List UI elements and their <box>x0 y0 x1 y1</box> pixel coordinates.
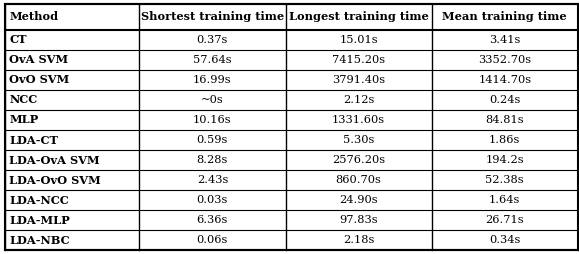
Text: LDA-MLP: LDA-MLP <box>9 215 70 226</box>
Text: 0.59s: 0.59s <box>197 135 228 145</box>
Text: 3352.70s: 3352.70s <box>478 55 532 65</box>
Text: NCC: NCC <box>9 94 38 105</box>
Text: LDA-NCC: LDA-NCC <box>9 195 69 205</box>
Text: Method: Method <box>9 11 58 22</box>
Text: 2576.20s: 2576.20s <box>332 155 385 165</box>
Text: 2.43s: 2.43s <box>197 175 228 185</box>
Text: 1.64s: 1.64s <box>489 195 521 205</box>
Text: 860.70s: 860.70s <box>336 175 382 185</box>
Text: 0.37s: 0.37s <box>197 35 228 45</box>
Text: Mean training time: Mean training time <box>442 11 567 22</box>
Text: 52.38s: 52.38s <box>485 175 524 185</box>
Text: 57.64s: 57.64s <box>193 55 232 65</box>
Text: LDA-OvO SVM: LDA-OvO SVM <box>9 174 101 186</box>
Text: 26.71s: 26.71s <box>485 215 524 225</box>
Text: OvO SVM: OvO SVM <box>9 74 69 85</box>
Text: 97.83s: 97.83s <box>339 215 378 225</box>
Text: 8.28s: 8.28s <box>197 155 228 165</box>
Text: 0.06s: 0.06s <box>197 235 228 245</box>
Text: 1.86s: 1.86s <box>489 135 521 145</box>
Text: ~0s: ~0s <box>201 95 224 105</box>
Text: 0.03s: 0.03s <box>197 195 228 205</box>
Text: CT: CT <box>9 34 27 45</box>
Text: OvA SVM: OvA SVM <box>9 54 68 65</box>
Text: 1331.60s: 1331.60s <box>332 115 385 125</box>
Text: 194.2s: 194.2s <box>485 155 524 165</box>
Text: LDA-CT: LDA-CT <box>9 135 58 146</box>
Text: 5.30s: 5.30s <box>343 135 374 145</box>
Text: 3.41s: 3.41s <box>489 35 521 45</box>
Text: 16.99s: 16.99s <box>193 75 232 85</box>
Text: 3791.40s: 3791.40s <box>332 75 385 85</box>
Text: 6.36s: 6.36s <box>197 215 228 225</box>
Text: 2.18s: 2.18s <box>343 235 374 245</box>
Text: 15.01s: 15.01s <box>339 35 378 45</box>
Text: 0.24s: 0.24s <box>489 95 521 105</box>
Text: 24.90s: 24.90s <box>339 195 378 205</box>
Text: 10.16s: 10.16s <box>193 115 232 125</box>
Text: 0.34s: 0.34s <box>489 235 521 245</box>
Text: 2.12s: 2.12s <box>343 95 374 105</box>
Text: 84.81s: 84.81s <box>485 115 524 125</box>
Text: Longest training time: Longest training time <box>289 11 428 22</box>
Text: Shortest training time: Shortest training time <box>141 11 284 22</box>
Text: MLP: MLP <box>9 115 39 125</box>
Text: 1414.70s: 1414.70s <box>478 75 532 85</box>
Text: 7415.20s: 7415.20s <box>332 55 385 65</box>
Text: LDA-NBC: LDA-NBC <box>9 235 70 246</box>
Text: LDA-OvA SVM: LDA-OvA SVM <box>9 154 100 166</box>
